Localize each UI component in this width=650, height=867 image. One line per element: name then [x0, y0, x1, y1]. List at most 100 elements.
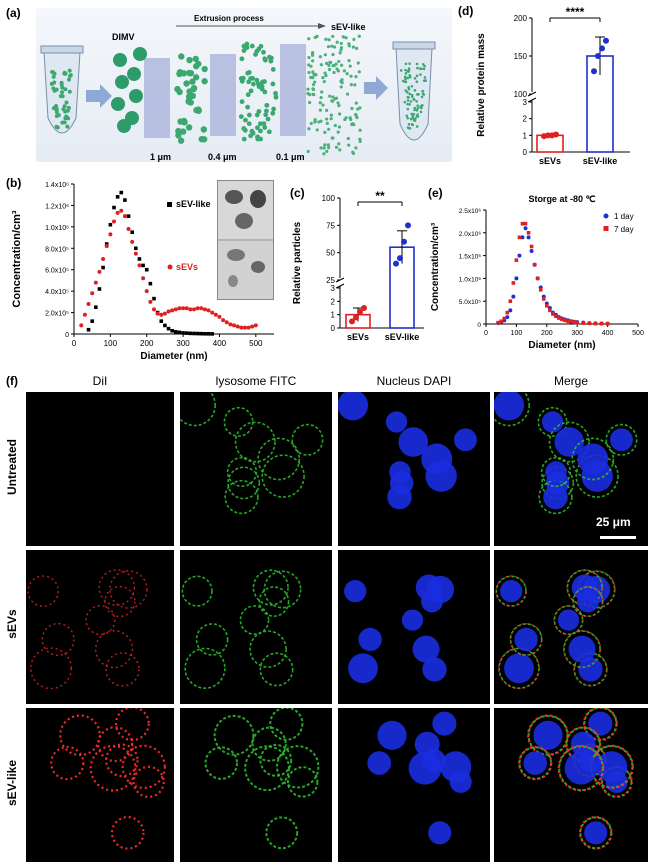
vesicle-in-tube-small [423, 76, 427, 79]
vesicle-medium [201, 78, 208, 85]
vesicle-in-tube [64, 114, 69, 119]
data-point-sevs [159, 312, 164, 317]
data-point-7day [554, 314, 558, 319]
data-point-sevs [250, 324, 255, 329]
panel-f-label: (f) [6, 374, 18, 388]
lysosome-ring [224, 479, 259, 515]
data-point-sevs [206, 308, 211, 313]
vesicle-tiny [319, 146, 323, 150]
data-point-sevs [199, 306, 204, 311]
data-point-sevs [188, 307, 193, 312]
vesicle-in-tube-small [409, 100, 413, 103]
y-tick-label: 4.0x10⁵ [45, 289, 69, 296]
vesicle-in-tube-small [404, 72, 408, 75]
lysosome-ring [251, 726, 287, 762]
data-point-7day [593, 321, 598, 326]
dil-signal [105, 743, 139, 778]
data-point-7day [502, 316, 507, 321]
data-point-sevlike [181, 331, 185, 335]
data-point-1day [517, 253, 522, 258]
vesicle-small [254, 77, 260, 83]
vesicle-in-tube [62, 104, 67, 109]
lysosome-ring [213, 714, 255, 756]
vesicle-medium [190, 84, 198, 92]
vesicle-tiny [348, 116, 352, 120]
vesicle-medium [178, 53, 185, 60]
vesicle-tiny [318, 101, 322, 105]
vesicle-medium [195, 60, 202, 68]
data-point-7day [529, 244, 534, 249]
vesicle-tiny [326, 143, 330, 147]
lysosome-ring [575, 454, 619, 498]
micrograph-sevlike-dil [26, 708, 174, 862]
vesicle-small [264, 102, 270, 108]
vesicle-tiny [350, 106, 354, 111]
membrane-3 [280, 44, 306, 136]
vesicle-tiny [354, 101, 358, 105]
vesicle-tiny [306, 149, 310, 154]
vesicle-tiny [323, 53, 327, 57]
vesicle-in-tube-small [408, 126, 412, 130]
y-tick-label: 200 [514, 14, 528, 23]
vesicle-in-tube-small [422, 67, 426, 71]
vesicle-tiny [344, 116, 348, 120]
vesicle-small [270, 81, 276, 87]
data-point-7day [535, 276, 540, 281]
tem-inset [217, 180, 274, 300]
vesicle-large [117, 119, 131, 133]
y-tick-label: 2 [331, 297, 336, 306]
data-point-7day [557, 316, 561, 320]
vesicle-tiny [322, 152, 326, 156]
nucleus [577, 443, 609, 475]
data-point-sevs [155, 311, 160, 316]
data-point-sevs [224, 320, 229, 325]
nucleus [588, 711, 613, 736]
vesicle-small [262, 125, 268, 130]
vesicle-tiny [337, 59, 341, 64]
vesicle-tiny [326, 45, 331, 49]
vesicle-tiny [349, 83, 353, 87]
vesicle-in-tube [62, 120, 67, 125]
vesicle-in-tube-small [408, 74, 412, 77]
data-point-sevs [170, 308, 175, 313]
vesicle-tiny [344, 36, 348, 40]
data-point-sevs [115, 210, 120, 215]
data-point-sevs [217, 314, 222, 319]
data-point-sevlike [123, 198, 127, 202]
y-tick-label: 1.0x10⁶ [459, 276, 482, 283]
vesicle-tiny [358, 128, 362, 132]
data-point-sevs [122, 214, 127, 219]
data-point-sevs [213, 312, 218, 317]
vesicle-small [245, 92, 251, 98]
nucleus [414, 731, 440, 757]
vesicle-tiny [331, 95, 335, 99]
vesicle-large [133, 47, 147, 61]
legend-marker-7day [603, 226, 609, 231]
lysosome-ring [180, 392, 216, 427]
data-point-sevs [239, 325, 244, 330]
significance-label: **** [566, 5, 585, 19]
vesicle-tiny [327, 146, 331, 150]
vesicle-tiny [331, 64, 335, 68]
dil-signal [562, 630, 602, 669]
dil-signal [97, 726, 134, 763]
lysosome-ring [579, 816, 613, 850]
nucleus [421, 590, 443, 613]
nucleus [533, 720, 563, 750]
data-point-sevs [184, 306, 189, 311]
y-tick-label: 100 [514, 90, 528, 99]
vesicle-in-tube-small [412, 97, 416, 101]
dil-signal [572, 585, 604, 618]
legend-label-1day: 1 day [614, 212, 634, 221]
vesicle-small [261, 49, 266, 55]
vesicle-in-tube-small [407, 67, 411, 70]
y-tick-label: 2.0x10⁶ [459, 231, 482, 238]
vesicle-tiny [307, 100, 312, 105]
vesicle-in-tube [67, 68, 72, 73]
vesicle-medium [179, 128, 187, 135]
lysosome-ring [239, 605, 270, 635]
vesicle-in-tube [54, 87, 59, 92]
vesicle-tiny [336, 101, 340, 105]
vesicle-tiny [318, 108, 323, 112]
vesicle-in-tube-small [410, 84, 414, 88]
